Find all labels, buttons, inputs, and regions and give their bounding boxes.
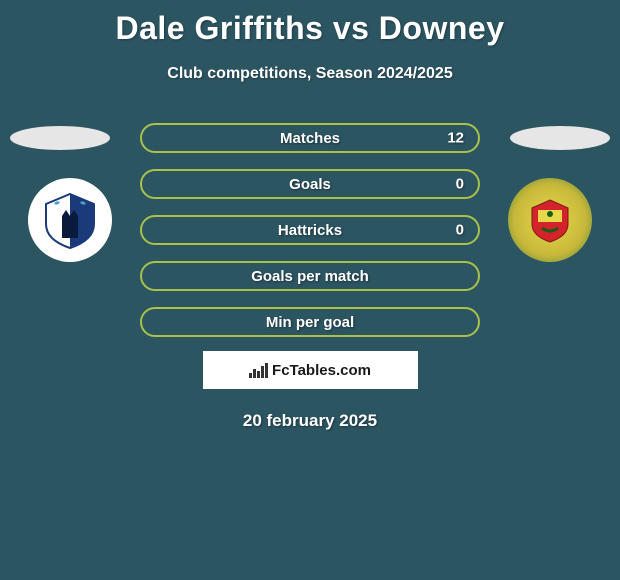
stat-label: Goals (289, 176, 331, 193)
stat-row-goals: Goals 0 (140, 169, 480, 199)
stat-label: Hattricks (278, 222, 342, 239)
chart-icon (249, 362, 268, 378)
player-left-ellipse (10, 126, 110, 150)
stat-label: Goals per match (251, 268, 369, 285)
club-badge-left (28, 178, 112, 262)
caernarfon-crest-icon (520, 190, 580, 250)
haverfordwest-crest-icon (40, 190, 100, 250)
stat-row-min-per-goal: Min per goal (140, 307, 480, 337)
stat-label: Min per goal (266, 314, 354, 331)
date-text: 20 february 2025 (0, 411, 620, 431)
stat-value-right: 0 (456, 176, 464, 193)
stat-value-right: 12 (447, 130, 464, 147)
stat-row-matches: Matches 12 (140, 123, 480, 153)
page-title: Dale Griffiths vs Downey (0, 0, 620, 47)
club-badge-right (508, 178, 592, 262)
subtitle: Club competitions, Season 2024/2025 (0, 65, 620, 83)
stat-value-right: 0 (456, 222, 464, 239)
stat-row-goals-per-match: Goals per match (140, 261, 480, 291)
stat-label: Matches (280, 130, 340, 147)
branding-box[interactable]: FcTables.com (203, 351, 418, 389)
stat-row-hattricks: Hattricks 0 (140, 215, 480, 245)
player-right-ellipse (510, 126, 610, 150)
branding-text: FcTables.com (272, 362, 371, 379)
